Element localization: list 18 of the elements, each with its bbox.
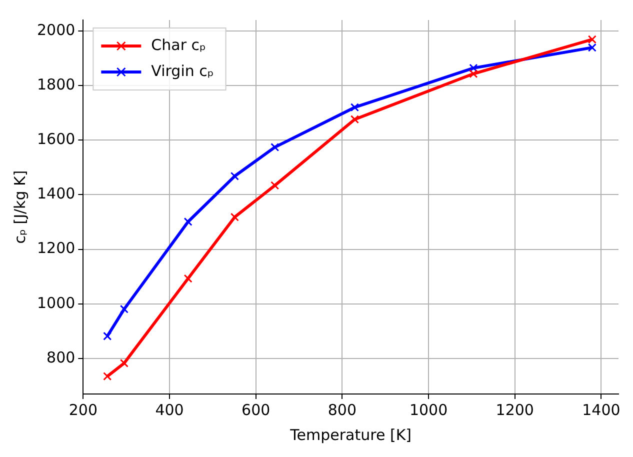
x-tick-label: 1000 [409, 400, 448, 419]
y-tick-label: 1600 [36, 130, 76, 148]
y-tick-label: 2000 [36, 20, 76, 39]
y-tick-label: 1200 [36, 239, 76, 258]
y-tick-label: 1000 [36, 294, 76, 312]
y-tick-label: 800 [46, 348, 76, 366]
y-axis-title: cₚ [J/kg K] [10, 170, 29, 244]
legend-label: Char cₚ [151, 36, 206, 54]
legend-label: Virgin cₚ [151, 62, 214, 80]
y-tick-label: 1400 [36, 184, 76, 203]
x-tick-label: 1200 [496, 400, 534, 419]
y-tick-label: 1800 [36, 75, 76, 94]
x-tick-label: 200 [68, 400, 98, 419]
x-tick-label: 1400 [582, 400, 620, 419]
x-tick-label: 800 [328, 400, 357, 419]
x-tick-label: 400 [155, 400, 184, 419]
x-axis-title: Temperature [K] [289, 426, 412, 444]
x-tick-label: 600 [242, 400, 270, 419]
